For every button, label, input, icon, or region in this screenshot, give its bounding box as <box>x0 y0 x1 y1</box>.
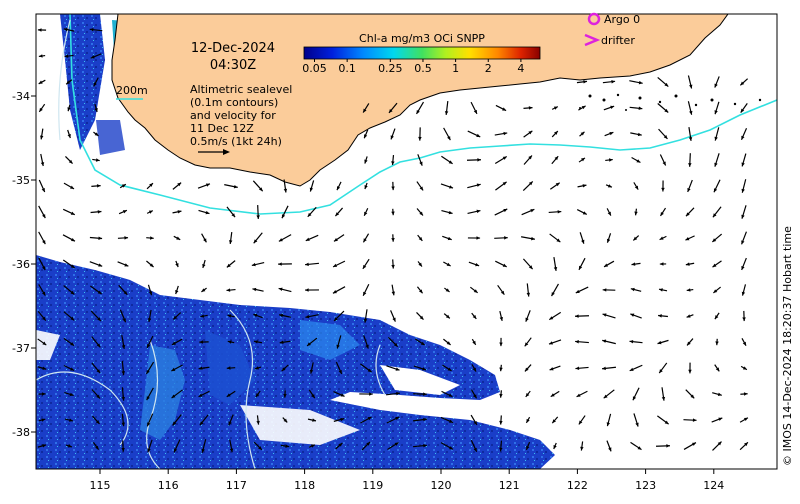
lat-tick-label: -38 <box>12 426 30 439</box>
credit-text: © IMOS 14-Dec-2024 18:20:37 Hobart time <box>781 226 794 466</box>
lat-tick-label: -34 <box>12 90 30 103</box>
longitude-axis: 115 116 117 118 119 120 121 122 123 124 <box>90 469 725 492</box>
bathy-label: 200m <box>116 84 148 97</box>
lon-tick-label: 115 <box>90 479 111 492</box>
legend-drifter: drifter <box>601 34 635 47</box>
lon-tick-label: 116 <box>158 479 179 492</box>
lon-tick-label: 122 <box>567 479 588 492</box>
colorbar-ramp <box>304 47 540 59</box>
lat-tick-label: -36 <box>12 258 30 271</box>
colorbar-tick-label: 0.1 <box>338 62 356 75</box>
map-time: 04:30Z <box>210 58 256 73</box>
note-line-4: 11 Dec 12Z <box>190 122 254 135</box>
map-date: 12-Dec-2024 <box>191 41 275 56</box>
colorbar-tick-label: 1 <box>452 62 459 75</box>
lat-tick-label: -35 <box>12 174 30 187</box>
lon-tick-label: 117 <box>226 479 247 492</box>
note-line-2: (0.1m contours) <box>190 96 278 109</box>
colorbar-title: Chl-a mg/m3 OCi SNPP <box>359 32 485 45</box>
colorbar-tick-label: 4 <box>517 62 524 75</box>
colorbar-tick-label: 0.5 <box>414 62 432 75</box>
note-line-5: 0.5m/s (1kt 24h) <box>190 135 282 148</box>
colorbar-tick-label: 0.05 <box>302 62 327 75</box>
lon-tick-label: 119 <box>362 479 383 492</box>
note-line-1: Altimetric sealevel <box>190 83 292 96</box>
lon-tick-label: 118 <box>294 479 315 492</box>
lon-tick-label: 121 <box>499 479 520 492</box>
colorbar-tick-label: 0.25 <box>378 62 403 75</box>
lon-tick-label: 124 <box>703 479 724 492</box>
note-line-3: and velocity for <box>190 109 276 122</box>
lat-tick-label: -37 <box>12 342 30 355</box>
colorbar-tick-label: 2 <box>485 62 492 75</box>
latitude-axis: -34 -35 -36 -37 -38 <box>12 90 36 439</box>
legend-argo: Argo 0 <box>604 13 640 26</box>
lon-tick-label: 120 <box>431 479 452 492</box>
lon-tick-label: 123 <box>635 479 656 492</box>
